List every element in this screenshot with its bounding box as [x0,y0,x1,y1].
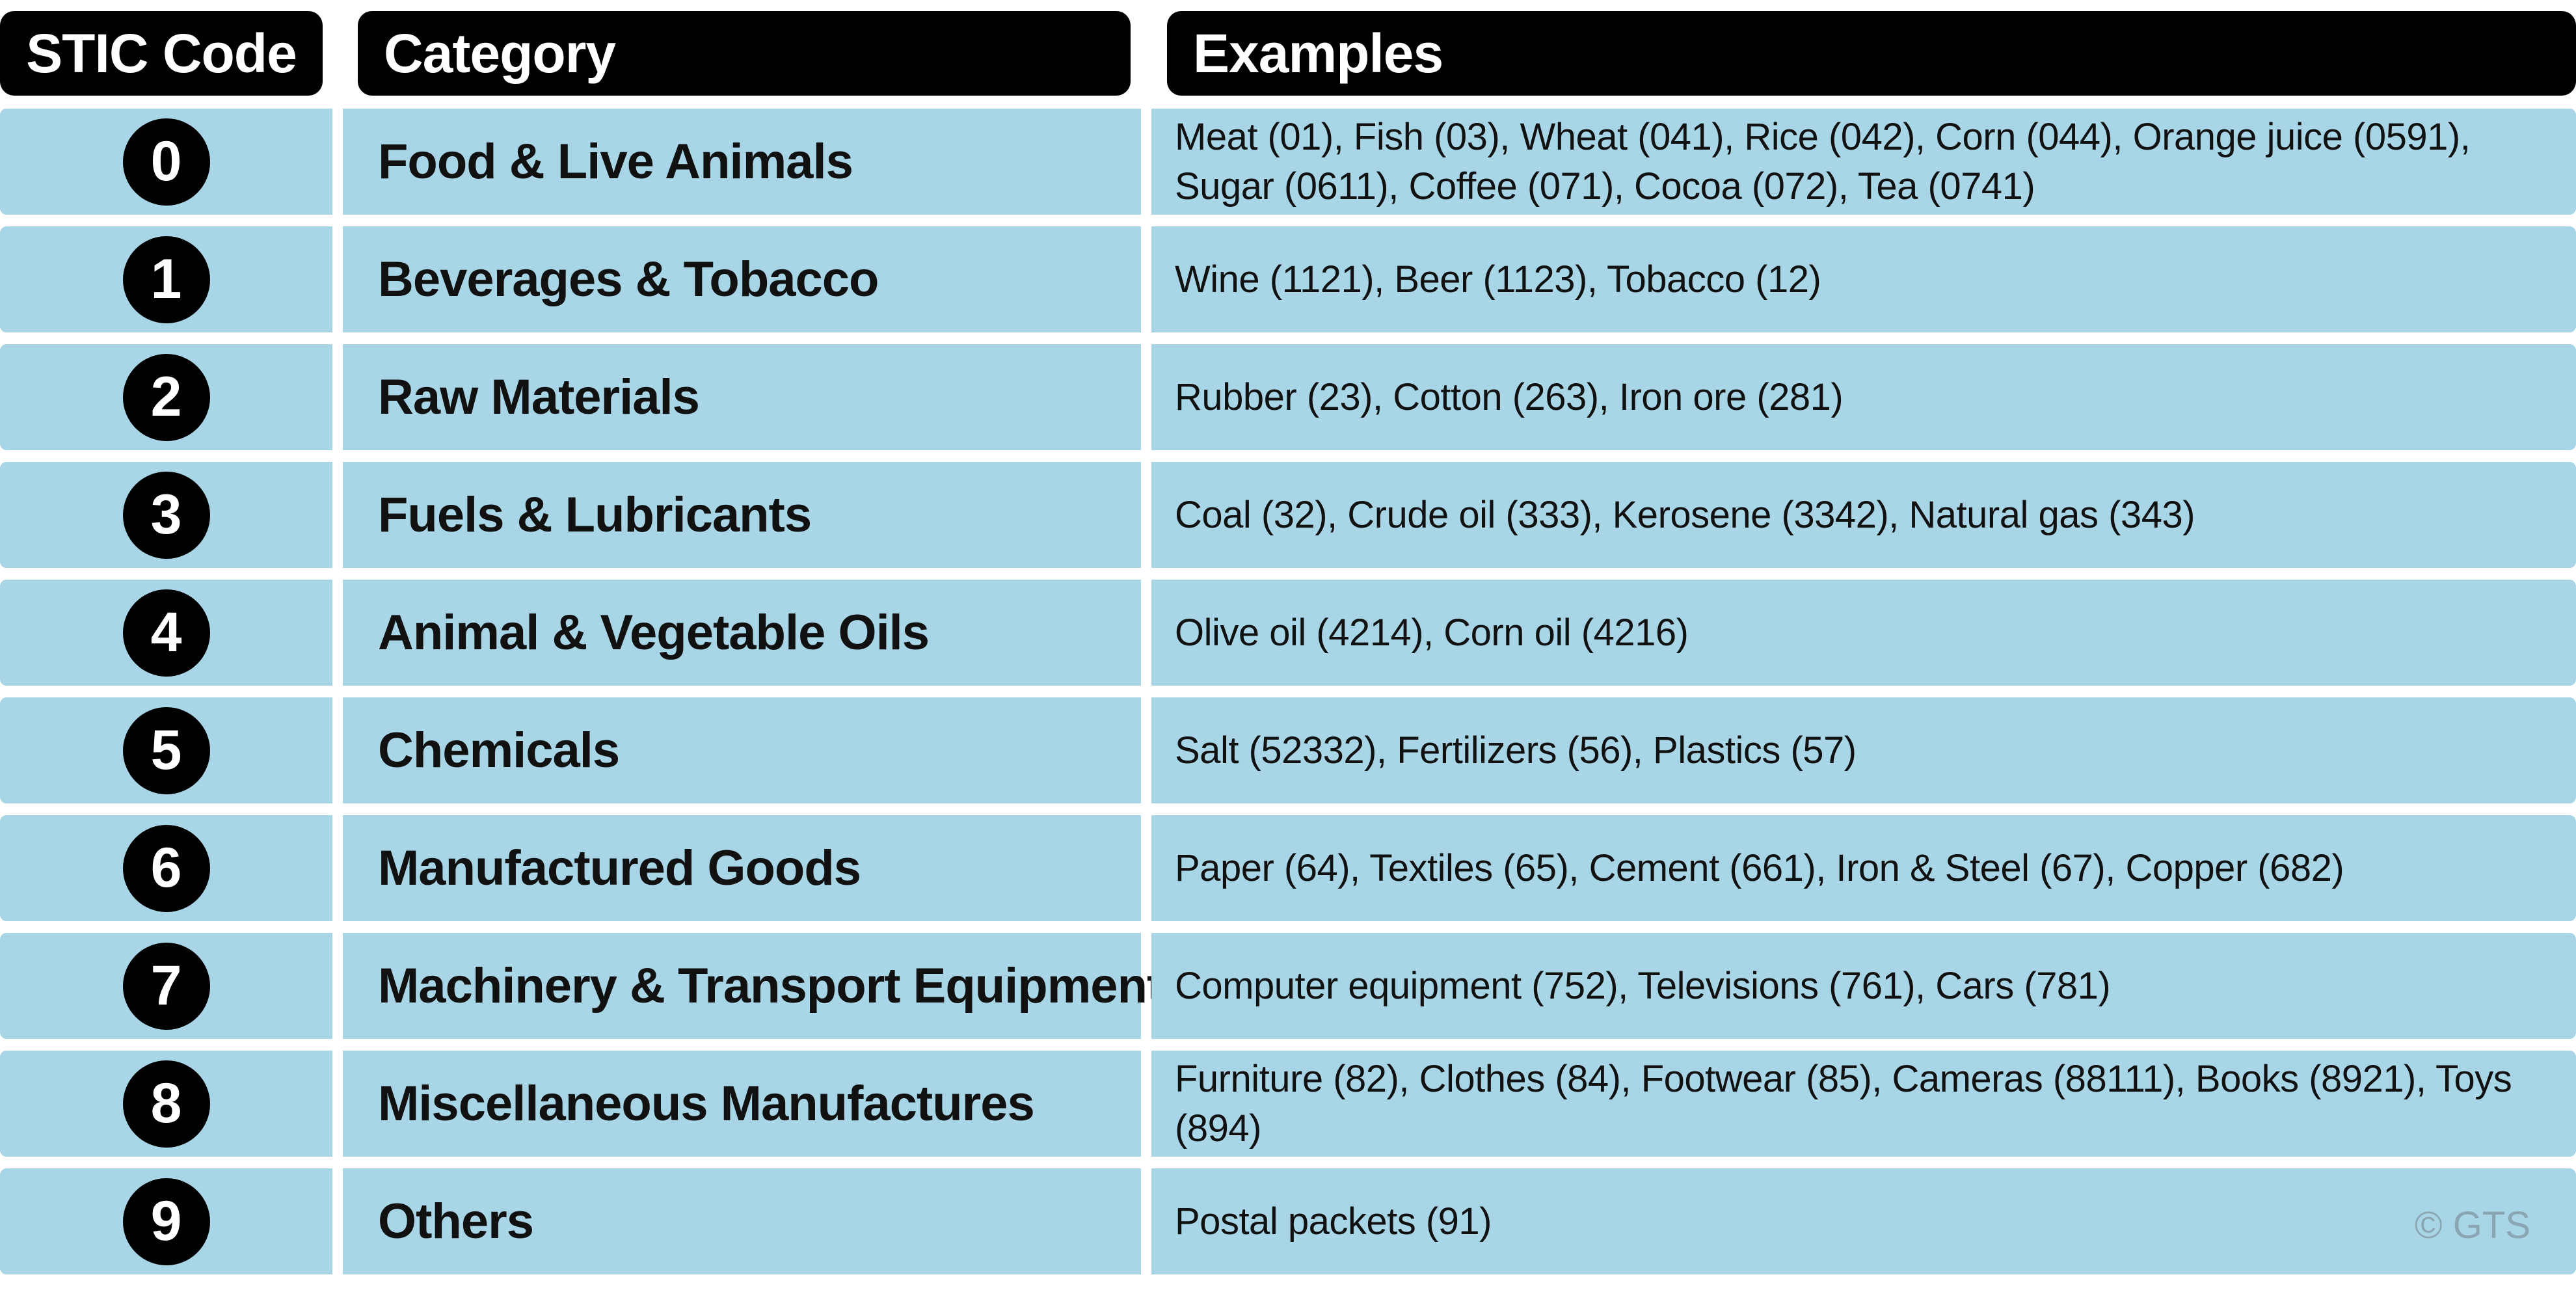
code-badge: 3 [122,471,210,559]
table-row: 7 Machinery & Transport Equipment Comput… [0,933,2576,1039]
examples-cell: Rubber (23), Cotton (263), Iron ore (281… [1151,344,2576,450]
code-cell: 0 [0,109,332,215]
category-label: Beverages & Tobacco [378,252,879,307]
examples-cell: Computer equipment (752), Televisions (7… [1151,933,2576,1039]
copyright-watermark: © GTS [2414,1204,2530,1246]
examples-cell: Coal (32), Crude oil (333), Kerosene (33… [1151,462,2576,568]
code-badge: 0 [122,118,210,206]
table-row: 1 Beverages & Tobacco Wine (1121), Beer … [0,226,2576,332]
category-label: Machinery & Transport Equipment [378,958,1163,1014]
category-cell: Manufactured Goods [343,815,1141,921]
examples-text: Coal (32), Crude oil (333), Kerosene (33… [1175,493,2195,536]
category-label: Fuels & Lubricants [378,487,812,543]
examples-cell: Wine (1121), Beer (1123), Tobacco (12) [1151,226,2576,332]
category-cell: Others [343,1168,1141,1274]
category-cell: Miscellaneous Manufactures [343,1051,1141,1157]
code-badge: 4 [122,589,210,677]
code-cell: 2 [0,344,332,450]
code-cell: 3 [0,462,332,568]
table-row: 2 Raw Materials Rubber (23), Cotton (263… [0,344,2576,450]
category-cell: Machinery & Transport Equipment [343,933,1163,1039]
category-label: Food & Live Animals [378,134,853,189]
examples-cell: Paper (64), Textiles (65), Cement (661),… [1151,815,2576,921]
table-row: 8 Miscellaneous Manufactures Furniture (… [0,1051,2576,1157]
examples-text: Postal packets (91) [1175,1200,1492,1243]
code-badge: 8 [122,1060,210,1148]
category-cell: Beverages & Tobacco [343,226,1141,332]
code-cell: 6 [0,815,332,921]
header-category: Category [358,11,1131,96]
examples-text: Salt (52332), Fertilizers (56), Plastics… [1175,729,1857,772]
category-cell: Chemicals [343,697,1141,803]
category-cell: Raw Materials [343,344,1141,450]
code-badge: 5 [122,707,210,794]
table-row: 0 Food & Live Animals Meat (01), Fish (0… [0,109,2576,215]
examples-text: Meat (01), Fish (03), Wheat (041), Rice … [1175,115,2471,208]
code-cell: 4 [0,580,332,686]
examples-text: Wine (1121), Beer (1123), Tobacco (12) [1175,258,1821,301]
category-label: Animal & Vegetable Oils [378,605,930,660]
examples-cell: Meat (01), Fish (03), Wheat (041), Rice … [1151,109,2576,215]
examples-text: Computer equipment (752), Televisions (7… [1175,964,2111,1007]
code-badge: 2 [122,353,210,441]
header-stic-code: STIC Code [0,11,323,96]
table-row: 6 Manufactured Goods Paper (64), Textile… [0,815,2576,921]
code-cell: 7 [0,933,332,1039]
table-row: 5 Chemicals Salt (52332), Fertilizers (5… [0,697,2576,803]
category-label: Raw Materials [378,370,700,425]
table-row: 4 Animal & Vegetable Oils Olive oil (421… [0,580,2576,686]
table-row: 3 Fuels & Lubricants Coal (32), Crude oi… [0,462,2576,568]
category-label: Others [378,1194,534,1249]
category-label: Manufactured Goods [378,841,861,896]
code-cell: 9 [0,1168,332,1274]
examples-cell: Olive oil (4214), Corn oil (4216) [1151,580,2576,686]
table-row: 9 Others Postal packets (91) [0,1168,2576,1274]
code-cell: 5 [0,697,332,803]
category-cell: Fuels & Lubricants [343,462,1141,568]
category-cell: Animal & Vegetable Oils [343,580,1141,686]
code-cell: 1 [0,226,332,332]
examples-cell: Salt (52332), Fertilizers (56), Plastics… [1151,697,2576,803]
examples-text: Paper (64), Textiles (65), Cement (661),… [1175,846,2344,889]
code-badge: 6 [122,824,210,912]
examples-cell: Furniture (82), Clothes (84), Footwear (… [1151,1051,2576,1157]
code-badge: 9 [122,1178,210,1265]
code-cell: 8 [0,1051,332,1157]
code-badge: 1 [122,236,210,323]
category-label: Chemicals [378,723,620,778]
header-examples: Examples [1167,11,2576,96]
examples-text: Furniture (82), Clothes (84), Footwear (… [1175,1057,2512,1150]
category-label: Miscellaneous Manufactures [378,1076,1035,1131]
examples-text: Rubber (23), Cotton (263), Iron ore (281… [1175,375,1844,418]
category-cell: Food & Live Animals [343,109,1141,215]
code-badge: 7 [122,942,210,1030]
examples-text: Olive oil (4214), Corn oil (4216) [1175,611,1689,654]
examples-cell: Postal packets (91) [1151,1168,2576,1274]
